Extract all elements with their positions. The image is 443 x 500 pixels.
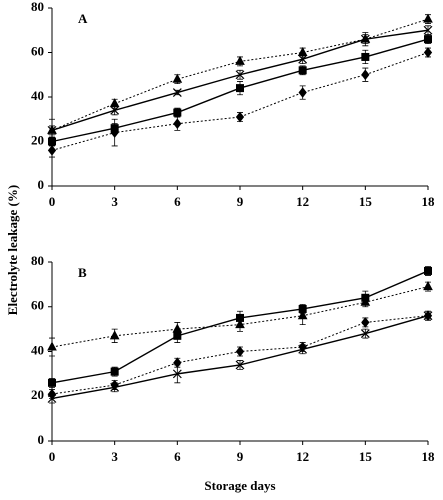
y-tick-label: 40 [31, 342, 44, 357]
x-tick-label: 12 [296, 194, 309, 209]
marker [47, 125, 57, 135]
x-tick-label: 15 [359, 449, 373, 464]
panel-label: B [78, 265, 87, 280]
marker [235, 360, 245, 370]
marker [235, 346, 245, 357]
marker [298, 66, 307, 75]
marker [424, 35, 432, 44]
marker [361, 52, 370, 61]
x-tick-label: 3 [111, 449, 118, 464]
x-tick-label: 18 [422, 194, 436, 209]
marker [172, 73, 183, 83]
y-tick-label: 80 [31, 0, 44, 14]
marker [423, 13, 433, 23]
marker [110, 382, 120, 392]
y-tick-label: 0 [38, 432, 45, 447]
marker [172, 88, 182, 97]
x-axis-label: Storage days [204, 478, 275, 493]
marker [297, 310, 308, 320]
marker [423, 281, 433, 291]
marker [423, 47, 433, 58]
x-tick-label: 18 [422, 449, 436, 464]
x-tick-label: 3 [111, 194, 118, 209]
marker [298, 54, 308, 64]
marker [236, 84, 244, 93]
x-tick-label: 6 [174, 449, 181, 464]
marker [423, 25, 433, 35]
marker [172, 369, 182, 379]
marker [235, 55, 245, 65]
marker [173, 118, 182, 130]
marker [235, 111, 245, 123]
x-tick-label: 6 [174, 194, 181, 209]
marker [298, 87, 307, 98]
y-tick-label: 20 [31, 387, 44, 402]
x-tick-label: 12 [296, 449, 309, 464]
marker [235, 319, 245, 329]
x-tick-label: 9 [237, 194, 244, 209]
x-tick-label: 0 [49, 194, 56, 209]
y-tick-label: 0 [38, 177, 45, 192]
marker [173, 108, 182, 117]
y-tick-label: 60 [31, 43, 44, 58]
marker [360, 329, 370, 339]
marker [172, 323, 183, 333]
marker [360, 34, 370, 44]
y-tick-label: 60 [31, 298, 44, 313]
y-tick-label: 20 [31, 132, 44, 147]
series-line [51, 52, 429, 151]
marker [361, 317, 370, 328]
marker [47, 341, 57, 351]
marker [109, 330, 120, 340]
marker [110, 367, 119, 376]
marker [110, 127, 119, 138]
marker [360, 296, 371, 306]
marker [361, 69, 370, 81]
y-tick-label: 80 [31, 253, 44, 268]
y-tick-label: 40 [31, 88, 44, 103]
y-axis-label: Electrolyte leakage (%) [5, 185, 20, 315]
x-tick-label: 0 [49, 449, 56, 464]
marker [47, 145, 57, 156]
marker [298, 344, 308, 354]
marker [235, 70, 245, 80]
marker [424, 266, 432, 275]
x-tick-label: 15 [359, 194, 373, 209]
panel-label: A [78, 11, 88, 26]
marker [48, 378, 56, 387]
x-tick-label: 9 [237, 449, 244, 464]
marker [423, 311, 433, 321]
marker [47, 394, 57, 403]
marker [110, 105, 120, 115]
